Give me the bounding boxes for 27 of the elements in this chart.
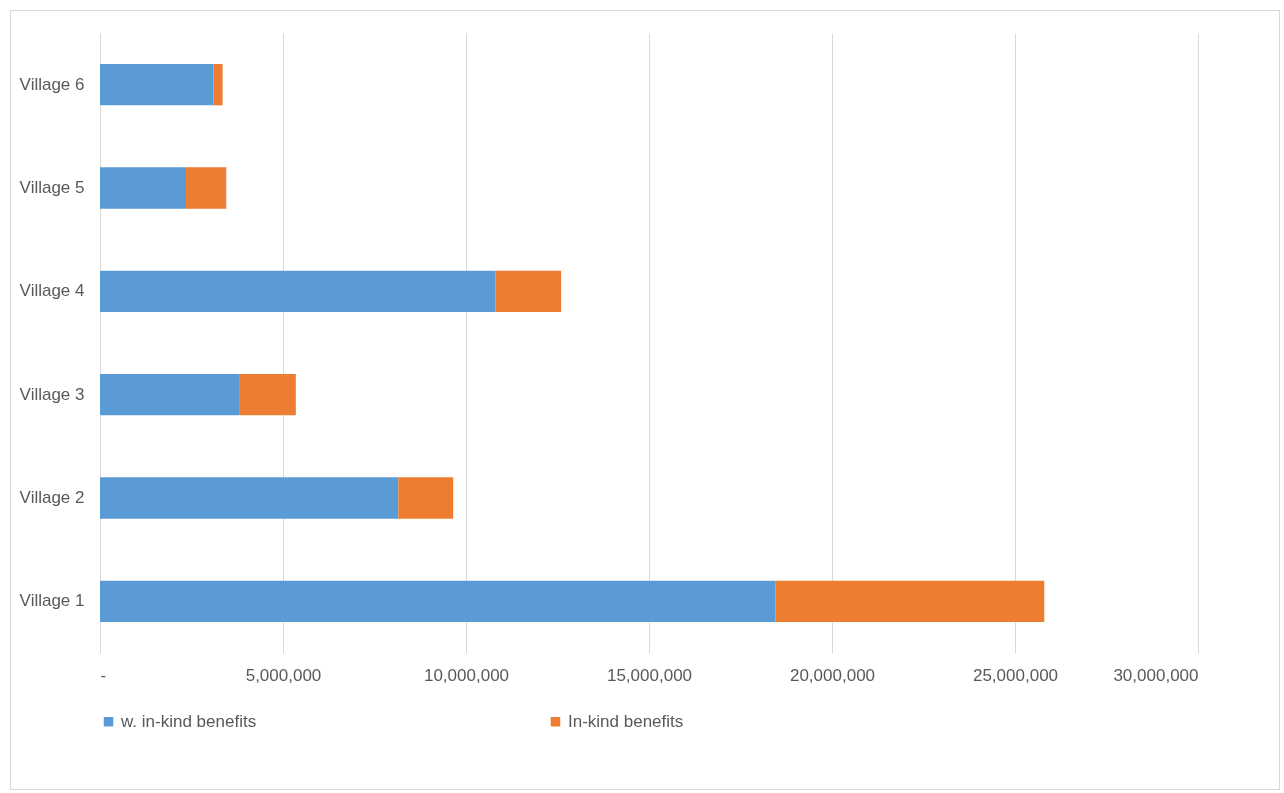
y-tick-label: Village 6	[19, 74, 85, 94]
bar	[186, 167, 227, 209]
x-tick-label: 5,000,000	[245, 665, 322, 685]
x-tick-label: 20,000,000	[789, 665, 876, 685]
bar	[100, 270, 496, 312]
bar	[100, 374, 240, 416]
bar	[100, 167, 187, 209]
bar	[100, 64, 214, 106]
x-tick-label: 15,000,000	[606, 665, 693, 685]
x-tick-label: -	[100, 665, 107, 685]
y-tick-label: Village 3	[19, 384, 85, 404]
bar	[775, 580, 1045, 622]
bar	[495, 270, 562, 312]
y-tick-label: Village 5	[19, 178, 85, 197]
legend-label: w. in-kind benefits	[120, 711, 257, 731]
bar	[100, 580, 776, 622]
x-tick-label: 10,000,000	[423, 665, 510, 685]
bar	[398, 477, 454, 519]
y-tick-label: Village 1	[19, 591, 85, 611]
x-tick-label: 25,000,000	[972, 665, 1059, 685]
y-tick-label: Village 2	[19, 488, 85, 507]
bar	[213, 64, 223, 106]
bar	[239, 374, 296, 416]
legend-label: In-kind benefits	[568, 711, 684, 731]
bar	[100, 477, 399, 519]
y-tick-label: Village 4	[19, 281, 85, 301]
x-tick-label: 30,000,000	[1113, 665, 1199, 685]
